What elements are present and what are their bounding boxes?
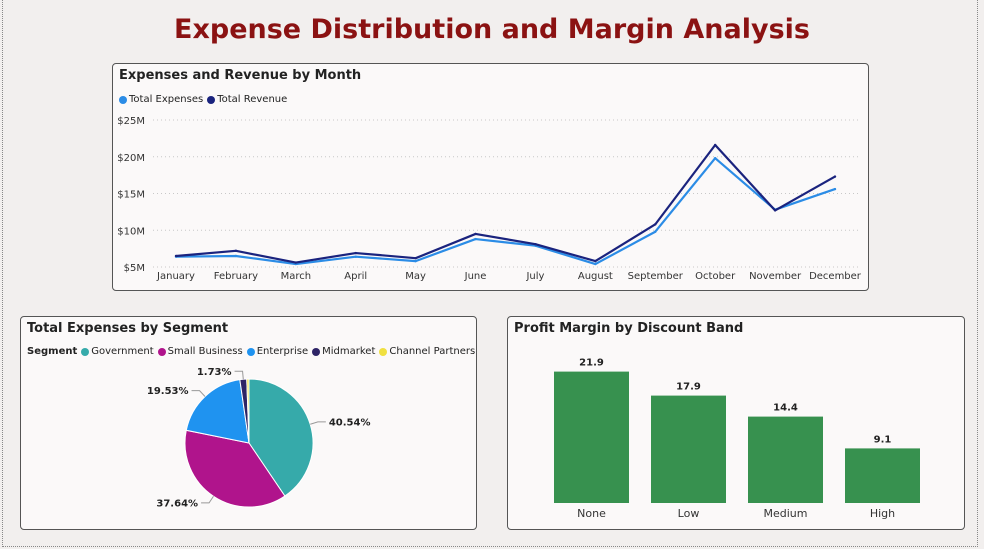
- x-tick-label: June: [464, 271, 487, 282]
- legend-label-midmarket: Midmarket: [322, 346, 376, 357]
- bar-value-label: 14.4: [773, 403, 798, 414]
- bar-high: [845, 448, 920, 503]
- x-tick-label: May: [405, 271, 426, 282]
- data-point-total-expenses: [414, 259, 417, 263]
- data-point-total-revenue: [833, 175, 837, 178]
- x-tick-label: December: [809, 271, 862, 282]
- pie-chart-legend: Segment Government Small Business Enterp…: [27, 346, 479, 357]
- data-point-total-revenue: [534, 243, 537, 246]
- x-tick-label: August: [578, 271, 613, 282]
- pie-data-label: 1.73%: [197, 367, 232, 378]
- legend-label-government: Government: [91, 346, 154, 357]
- pie-legend-heading: Segment: [27, 346, 78, 357]
- y-tick-label: $5M: [124, 263, 145, 274]
- bar-low: [651, 395, 726, 503]
- pie-leader-line: [234, 370, 244, 380]
- legend-dot-total-expenses: [119, 95, 127, 104]
- legend-label-small-business: Small Business: [167, 346, 243, 357]
- x-tick-label: March: [281, 271, 311, 282]
- dashboard-title: Expense Distribution and Margin Analysis: [174, 14, 810, 45]
- pie-chart-title: Total Expenses by Segment: [27, 321, 229, 336]
- x-tick-label: High: [870, 507, 895, 520]
- x-tick-label: January: [156, 271, 195, 282]
- pie-data-label: 40.54%: [329, 417, 371, 428]
- x-tick-label: September: [628, 271, 684, 282]
- legend-dot-small-business: [157, 347, 166, 356]
- x-tick-label: October: [695, 271, 736, 282]
- legend-label-channel-partners: Channel Partners: [389, 346, 476, 357]
- line-chart-plot[interactable]: $5M $10M $15M $20M $25M January February March A…: [113, 64, 868, 290]
- data-point-total-revenue: [294, 261, 298, 264]
- legend-dot-midmarket: [312, 347, 321, 356]
- data-point-total-revenue: [174, 254, 178, 258]
- x-tick-label: Low: [678, 507, 700, 520]
- legend-dot-channel-partners: [379, 347, 388, 356]
- legend-dot-total-revenue: [207, 95, 216, 104]
- legend-dot-enterprise: [246, 347, 255, 356]
- x-tick-label: None: [577, 507, 606, 520]
- y-tick-label: $20M: [117, 153, 145, 164]
- bar-chart-card[interactable]: Profit Margin by Discount Band 21.9 None 1…: [507, 316, 965, 530]
- legend-label-total-revenue: Total Revenue: [217, 94, 288, 105]
- bar-value-label: 17.9: [676, 382, 701, 393]
- series-line-total-revenue: [175, 143, 836, 264]
- y-tick-label: $10M: [117, 226, 145, 237]
- legend-item-small-business[interactable]: Small Business: [157, 346, 243, 357]
- legend-item-government[interactable]: Government: [81, 346, 154, 357]
- data-point-total-expenses: [474, 237, 477, 241]
- data-point-total-revenue: [474, 232, 477, 236]
- series-line-total-expenses: [175, 157, 836, 266]
- data-point-total-expenses: [654, 230, 657, 233]
- pie-chart-plot[interactable]: 40.54% 37.64% 19.53% 1.73%: [21, 317, 476, 529]
- bar-value-label: 9.1: [874, 434, 892, 445]
- data-point-total-expenses: [713, 157, 717, 160]
- pie-slice-small-business: [184, 429, 286, 508]
- pie-chart-card[interactable]: Total Expenses by Segment Segment Govern…: [20, 316, 477, 530]
- pie-leader-line: [191, 390, 206, 397]
- x-tick-label: February: [214, 271, 258, 282]
- legend-item-enterprise[interactable]: Enterprise: [246, 346, 309, 357]
- data-point-total-expenses: [234, 254, 238, 258]
- pie-data-label: 37.64%: [156, 498, 198, 509]
- data-point-total-revenue: [773, 209, 777, 212]
- legend-item-channel-partners[interactable]: Channel Partners: [379, 346, 475, 357]
- bar-chart-title: Profit Margin by Discount Band: [514, 321, 744, 336]
- legend-item-total-revenue[interactable]: Total Revenue: [207, 94, 287, 105]
- bar-none: [554, 371, 629, 503]
- x-tick-label: April: [344, 271, 367, 282]
- pie-leader-line: [201, 495, 214, 504]
- data-point-total-revenue: [713, 143, 717, 147]
- line-chart-card[interactable]: Expenses and Revenue by Month Total Expe…: [112, 63, 869, 291]
- x-tick-label: Medium: [764, 507, 808, 520]
- pie-leader-line: [310, 421, 326, 425]
- data-point-total-expenses: [354, 255, 357, 258]
- line-chart-legend: Total Expenses Total Revenue: [119, 94, 291, 105]
- data-point-total-revenue: [414, 256, 417, 260]
- legend-item-total-expenses[interactable]: Total Expenses: [119, 94, 203, 105]
- data-point-total-expenses: [833, 187, 837, 191]
- pie-slice-channel-partners: [246, 378, 250, 444]
- legend-label-total-expenses: Total Expenses: [129, 94, 204, 105]
- bar-value-label: 21.9: [579, 358, 604, 369]
- data-point-total-revenue: [234, 249, 238, 253]
- bar-chart-plot[interactable]: 21.9 None 17.9 Low 14.4 Medium 9.1 High: [508, 317, 964, 529]
- pie-data-label: 19.53%: [147, 386, 189, 397]
- bar-medium: [748, 416, 823, 503]
- data-point-total-revenue: [654, 223, 657, 226]
- x-tick-label: July: [525, 271, 544, 282]
- data-point-total-revenue: [354, 251, 357, 255]
- legend-item-midmarket[interactable]: Midmarket: [312, 346, 375, 357]
- x-tick-label: November: [749, 271, 802, 282]
- legend-dot-government: [81, 347, 90, 356]
- y-tick-label: $15M: [117, 190, 145, 201]
- line-chart-title: Expenses and Revenue by Month: [119, 68, 362, 83]
- pie-slice-government: [248, 378, 314, 497]
- y-tick-label: $25M: [117, 116, 145, 127]
- data-point-total-expenses: [594, 262, 597, 266]
- data-point-total-revenue: [594, 259, 597, 263]
- legend-label-enterprise: Enterprise: [256, 346, 309, 357]
